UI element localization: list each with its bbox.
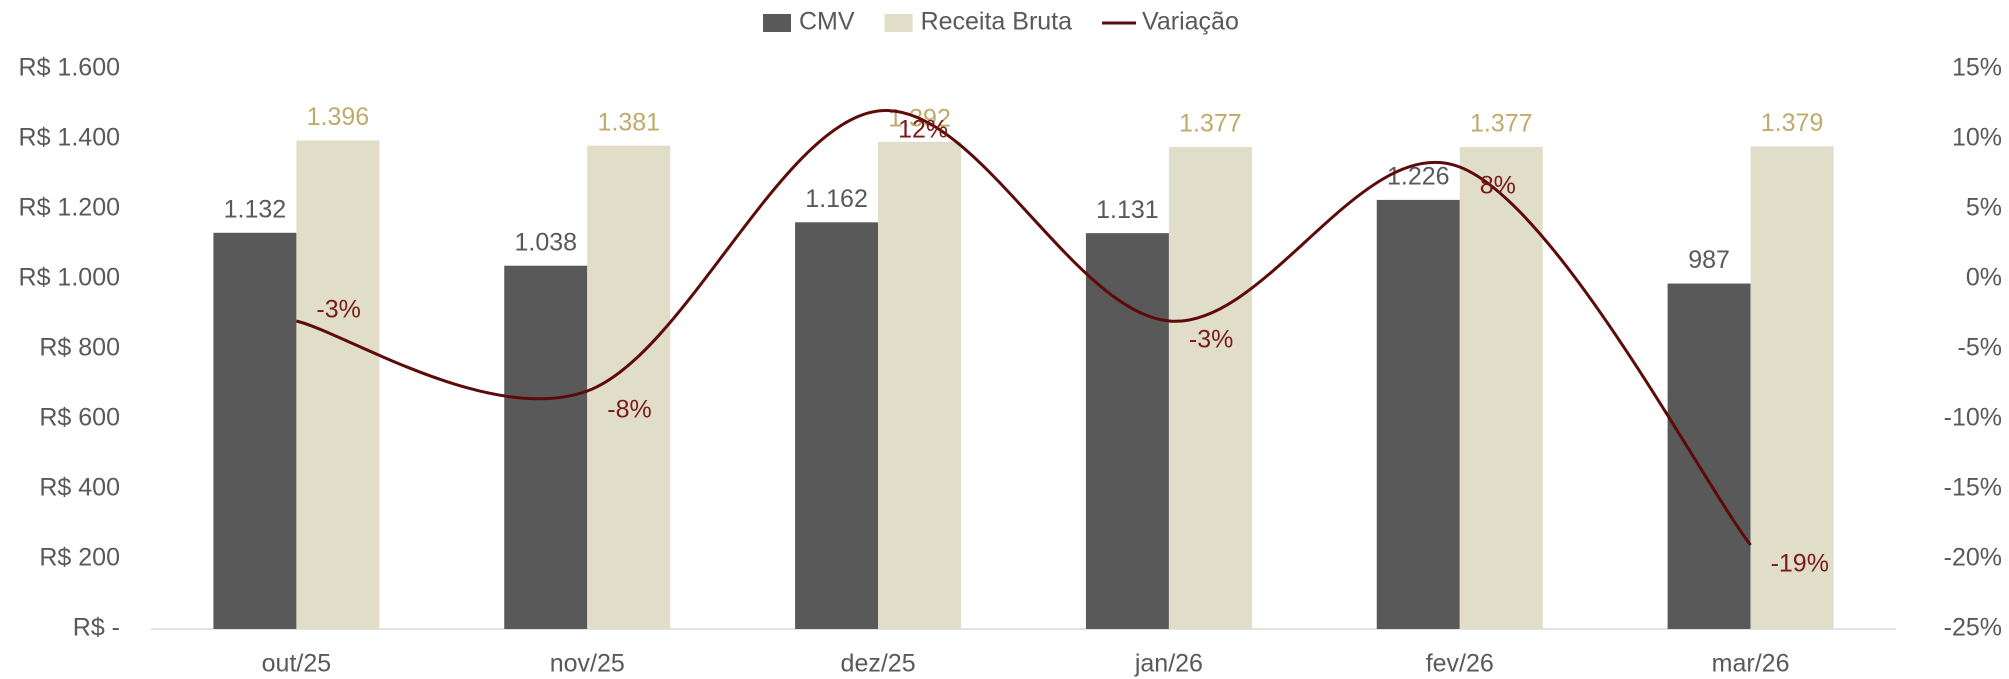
legend-label: CMV <box>799 8 855 36</box>
data-label: 1.226 <box>1387 163 1450 191</box>
data-label: -8% <box>607 396 651 424</box>
bar <box>587 145 671 629</box>
data-label: 1.131 <box>1096 196 1159 224</box>
bar <box>296 140 380 629</box>
legend-label: Variação <box>1142 8 1239 36</box>
y2-tick-label: 15% <box>1952 54 2002 82</box>
y-tick-label: R$ 400 <box>39 474 120 502</box>
data-label: 1.379 <box>1761 109 1824 137</box>
x-tick-label: nov/25 <box>550 650 625 678</box>
y2-tick-label: 5% <box>1966 194 2002 222</box>
y-tick-label: R$ 1.200 <box>19 194 120 222</box>
x-tick-label: dez/25 <box>841 650 916 678</box>
x-tick-label: jan/26 <box>1134 650 1203 678</box>
data-label: 1.396 <box>307 103 370 131</box>
y2-tick-label: -10% <box>1944 404 2002 432</box>
x-tick-label: out/25 <box>262 650 332 678</box>
bar <box>795 222 879 630</box>
bar <box>1168 147 1252 630</box>
legend-swatch <box>884 14 913 32</box>
y2-tick-label: -20% <box>1944 544 2002 572</box>
data-label: 1.038 <box>514 228 577 256</box>
y2-tick-label: 10% <box>1952 124 2002 152</box>
data-label: 1.132 <box>224 195 287 223</box>
data-label: -3% <box>1189 326 1233 354</box>
bar <box>213 232 297 630</box>
data-label: 12% <box>898 116 948 144</box>
y2-tick-label: -15% <box>1944 474 2002 502</box>
data-label: 987 <box>1688 246 1730 274</box>
bar <box>1085 233 1169 629</box>
y-tick-label: R$ 200 <box>39 544 120 572</box>
y2-tick-label: -5% <box>1958 334 2002 362</box>
y2-tick-label: 0% <box>1966 264 2002 292</box>
line <box>296 109 1752 546</box>
legend-swatch <box>763 14 791 32</box>
bar <box>1750 146 1834 629</box>
data-label: -19% <box>1771 550 1829 578</box>
data-label: 1.377 <box>1470 110 1533 138</box>
y-tick-label: R$ 1.400 <box>19 124 120 152</box>
x-tick-label: mar/26 <box>1712 650 1790 678</box>
y-tick-label: R$ 1.600 <box>19 54 120 82</box>
y-tick-label: R$ 800 <box>39 334 120 362</box>
bar <box>1459 147 1543 630</box>
data-label: -3% <box>316 296 360 324</box>
y-tick-label: R$ - <box>73 614 120 642</box>
data-label: 1.377 <box>1179 110 1242 138</box>
bar <box>1667 283 1751 629</box>
bar <box>878 141 962 630</box>
legend-label: Receita Bruta <box>921 8 1073 36</box>
data-label: 1.381 <box>597 108 660 136</box>
bar <box>504 265 588 629</box>
bar <box>1376 199 1460 629</box>
y-tick-label: R$ 600 <box>39 404 120 432</box>
x-tick-label: fev/26 <box>1426 650 1494 678</box>
y-tick-label: R$ 1.000 <box>19 264 120 292</box>
y2-tick-label: -25% <box>1944 614 2002 642</box>
data-label: 1.162 <box>805 185 868 213</box>
data-label: 8% <box>1480 172 1516 200</box>
